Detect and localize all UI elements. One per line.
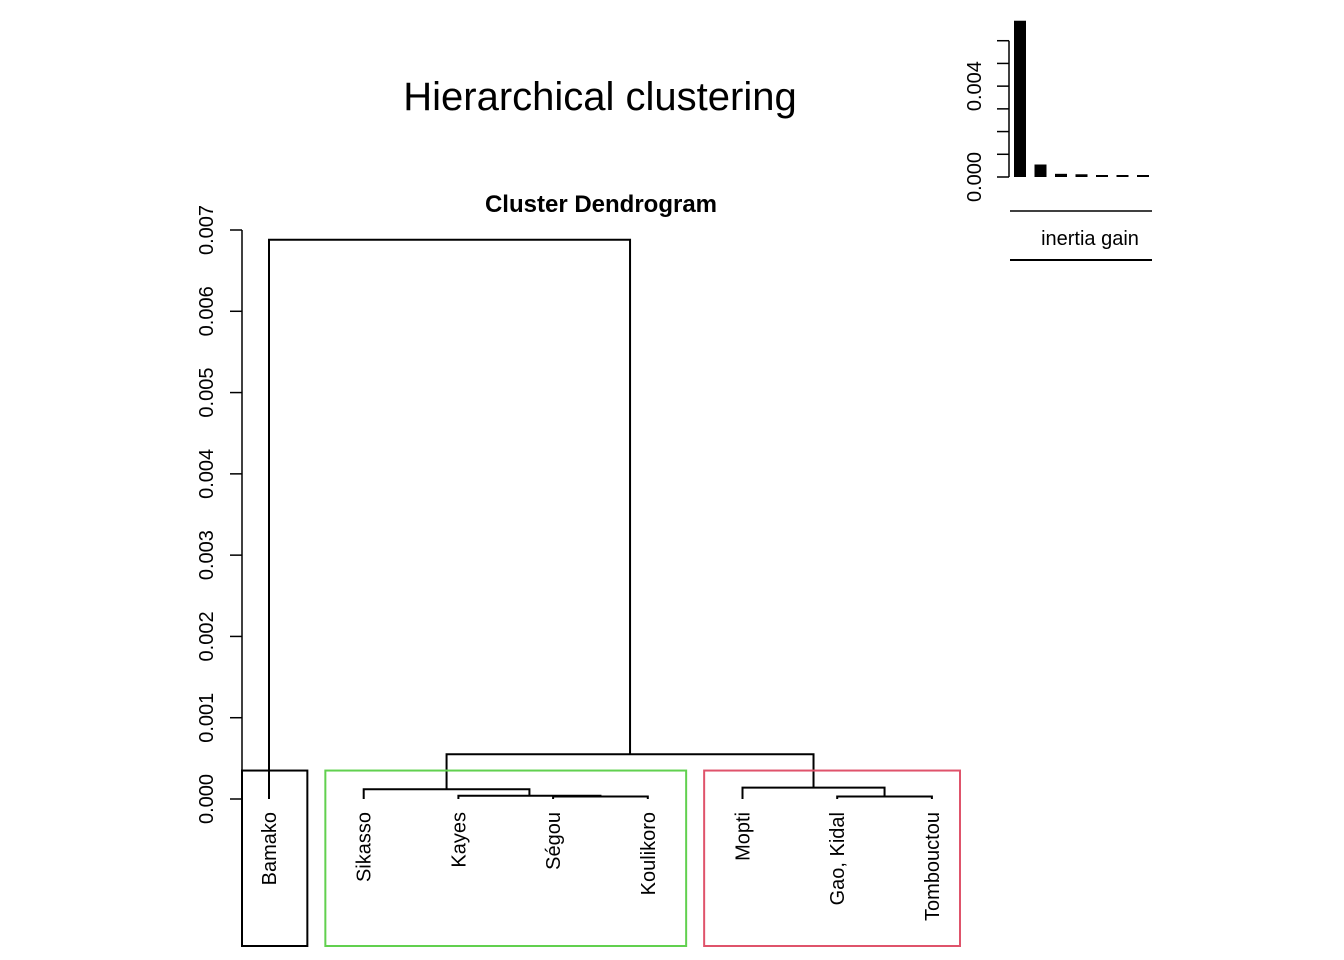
dendrogram-y-tick-label: 0.001 xyxy=(196,693,218,743)
leaf-labels: Bamako Sikasso Kayes Ségou Koulikoro Mopti Gao… xyxy=(259,812,944,921)
inset-xlabel: inertia gain xyxy=(1041,228,1139,250)
dendrogram-links xyxy=(268,238,933,799)
dendrogram-link xyxy=(362,788,531,799)
inset-bar xyxy=(1096,175,1108,177)
dendrogram-panel: Cluster Dendrogram 0.0000.0010.0020.0030… xyxy=(196,191,962,947)
dendrogram-y-tick-label: 0.004 xyxy=(196,449,218,499)
leaf-label: Bamako xyxy=(259,812,281,885)
inset-bar xyxy=(1116,175,1129,177)
dendrogram-y-axis: 0.000 0.001 0.002 0.003 0.004 0.005 0.006 0.007 xyxy=(196,205,243,824)
dendrogram-title: Cluster Dendrogram xyxy=(485,191,717,218)
inset-bar xyxy=(1034,164,1047,177)
main-title: Hierarchical clustering xyxy=(403,75,796,119)
cluster-box xyxy=(324,769,688,947)
inset-y-axis: 0.000 0.004 xyxy=(964,39,1010,202)
leaf-label: Koulikoro xyxy=(638,812,660,895)
leaf-label: Sikasso xyxy=(354,812,376,882)
cluster-box xyxy=(241,769,309,947)
inset-bars xyxy=(1014,20,1149,178)
inset-bar xyxy=(1014,20,1026,178)
dendrogram-y-tick-label: 0.002 xyxy=(196,611,218,661)
inset-bar xyxy=(1055,173,1067,177)
dendrogram-link xyxy=(836,795,933,799)
cluster-boxes xyxy=(241,769,962,947)
inset-y-tick-label: 0.000 xyxy=(964,152,986,202)
inset-bar xyxy=(1137,175,1149,177)
leaf-label: Mopti xyxy=(733,812,755,861)
dendrogram-link xyxy=(552,795,649,799)
leaf-label: Kayes xyxy=(448,812,470,868)
dendrogram-y-tick-label: 0.005 xyxy=(196,368,218,418)
leaf-label: Gao, Kidal xyxy=(827,812,849,905)
inset-bar xyxy=(1075,174,1088,177)
dendrogram-y-tick-label: 0.007 xyxy=(196,205,218,255)
dendrogram-y-tick-label: 0.000 xyxy=(196,774,218,824)
dendrogram-y-tick-label: 0.006 xyxy=(196,286,218,336)
cluster-box xyxy=(703,769,962,947)
dendrogram-y-tick-label: 0.003 xyxy=(196,530,218,580)
inertia-gain-inset: 0.000 0.004 inertia gain xyxy=(964,20,1152,261)
dendrogram-link xyxy=(457,794,602,799)
inset-y-tick-label: 0.004 xyxy=(964,61,986,111)
dendrogram-link xyxy=(445,753,815,790)
leaf-label: Ségou xyxy=(543,812,565,870)
leaf-label: Tombouctou xyxy=(922,812,944,921)
dendrogram-link xyxy=(268,238,632,799)
